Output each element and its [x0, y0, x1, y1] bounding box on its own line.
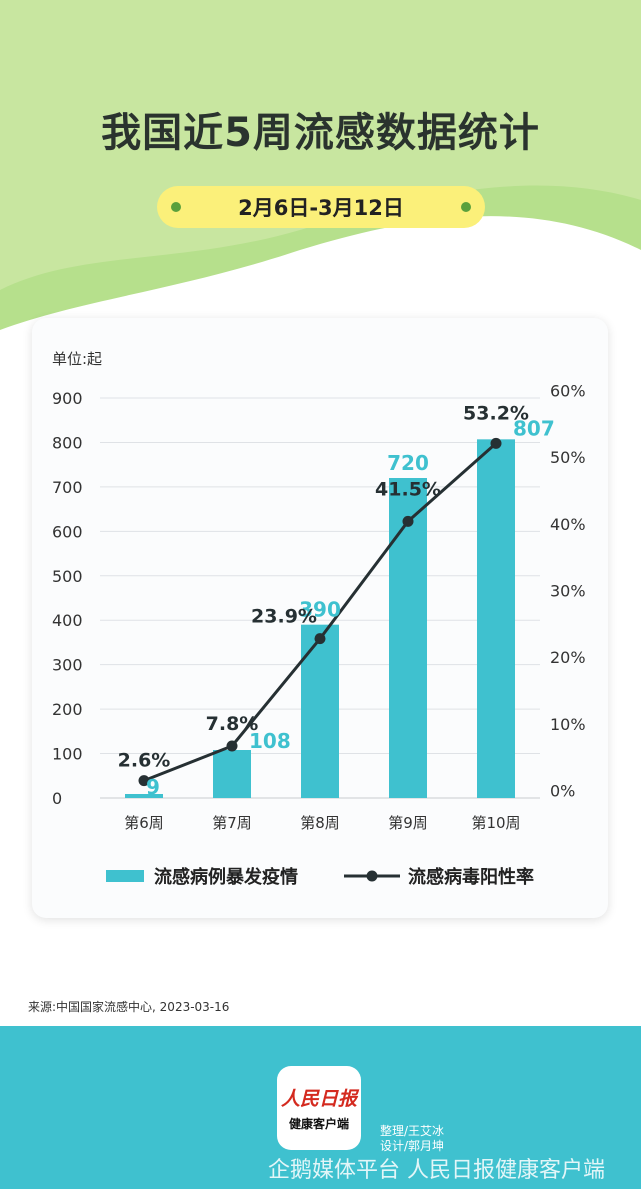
bar-data-label: 807 — [513, 416, 555, 440]
editor-credit: 整理/王艾冰 — [380, 1124, 445, 1138]
y-left-tick-label: 0 — [52, 789, 62, 808]
logo-line2: 健康客户端 — [288, 1117, 349, 1131]
combo-chart: 单位:起 0 100 200 300 400 500 600 700 800 900 0% 10% 20%… — [52, 350, 586, 888]
line-point — [314, 633, 326, 645]
dot-icon — [171, 202, 181, 212]
bar — [301, 624, 339, 798]
y-left-tick-label: 700 — [52, 478, 83, 497]
y-left-tick-label: 500 — [52, 567, 83, 586]
legend-line-marker — [366, 870, 378, 882]
x-tick-label: 第9周 — [388, 814, 428, 832]
line-data-label: 41.5% — [375, 478, 441, 500]
bar-data-label: 108 — [249, 729, 291, 753]
x-tick-label: 第10周 — [471, 814, 520, 832]
line-point — [226, 740, 238, 752]
line-point — [138, 775, 150, 787]
x-tick-label: 第6周 — [124, 814, 164, 832]
date-range-badge: 2月6日-3月12日 — [157, 186, 485, 228]
bar — [213, 750, 251, 798]
unit-label: 单位:起 — [52, 350, 102, 368]
bar — [477, 439, 515, 798]
dot-icon — [461, 202, 471, 212]
logo-line1: 人民日报 — [280, 1088, 357, 1110]
y-right-tick-label: 50% — [550, 448, 586, 467]
bar-data-label: 720 — [387, 451, 429, 475]
y-right-tick-label: 60% — [550, 382, 586, 401]
y-left-tick-label: 900 — [52, 389, 83, 408]
line-data-label: 2.6% — [118, 750, 171, 772]
y-right-tick-label: 0% — [550, 782, 575, 801]
bar-data-label: 390 — [299, 598, 341, 622]
line-data-label: 23.9% — [251, 606, 317, 628]
y-left-tick-label: 600 — [52, 522, 83, 541]
legend-bar-swatch — [106, 870, 144, 882]
background-waves — [0, 0, 641, 340]
y-left-tick-label: 800 — [52, 433, 83, 452]
line-point — [490, 437, 502, 449]
x-tick-label: 第8周 — [300, 814, 340, 832]
bar-data-label: 9 — [146, 775, 160, 799]
y-right-tick-label: 20% — [550, 648, 586, 667]
line-point — [402, 515, 414, 527]
date-range-text: 2月6日-3月12日 — [238, 196, 404, 220]
watermark: 企鹅媒体平台 人民日报健康客户端 — [268, 1158, 605, 1183]
line-data-label: 7.8% — [206, 713, 259, 735]
y-right-tick-label: 10% — [550, 715, 586, 734]
line-data-label: 53.2% — [463, 402, 529, 424]
credits: 整理/王艾冰 设计/郭月坤 — [380, 1124, 444, 1154]
legend-bar-label: 流感病例暴发疫情 — [154, 866, 298, 888]
y-right-tick-label: 40% — [550, 515, 586, 534]
legend-line-label: 流感病毒阳性率 — [408, 866, 534, 888]
x-tick-label: 第7周 — [212, 814, 252, 832]
y-right-tick-label: 30% — [550, 582, 586, 601]
y-left-tick-label: 300 — [52, 656, 83, 675]
page-title: 我国近5周流感数据统计 — [101, 110, 540, 156]
bar — [125, 794, 163, 798]
y-left-tick-label: 400 — [52, 611, 83, 630]
y-left-tick-label: 200 — [52, 700, 83, 719]
designer-credit: 设计/郭月坤 — [380, 1139, 445, 1153]
chart-card: 单位:起 0 100 200 300 400 500 600 700 800 900 0% 10% 20%… — [32, 318, 608, 918]
bar — [389, 478, 427, 798]
y-left-tick-label: 100 — [52, 745, 83, 764]
source-note: 来源:中国国家流感中心, 2023-03-16 — [28, 1000, 230, 1014]
publisher-logo: 人民日报 健康客户端 — [277, 1066, 361, 1150]
